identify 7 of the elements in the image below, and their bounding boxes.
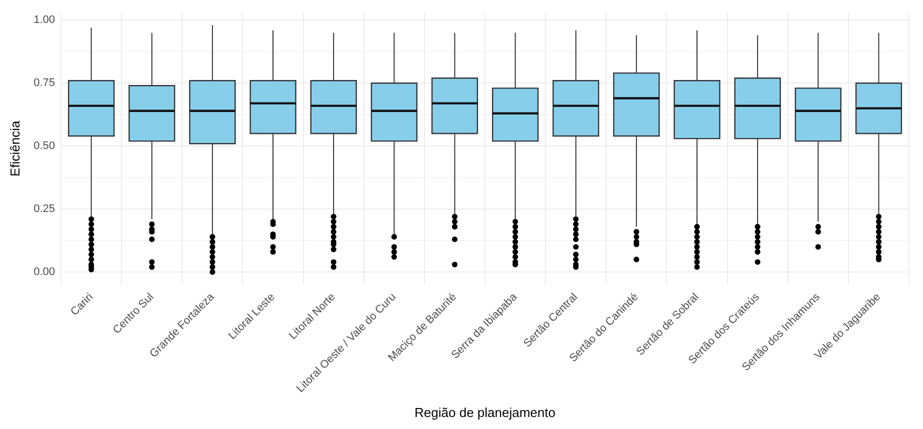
y-tick-label: 0.50 — [34, 140, 56, 152]
y-tick-label: 1.00 — [34, 14, 56, 26]
y-tick-label: 0.00 — [34, 266, 56, 278]
y-tick-label: 0.75 — [34, 77, 56, 90]
y-tick-label: 0.25 — [34, 203, 56, 216]
y-axis-title: Eficiência — [7, 120, 22, 176]
x-axis-title: Região de planejamento — [414, 404, 556, 420]
